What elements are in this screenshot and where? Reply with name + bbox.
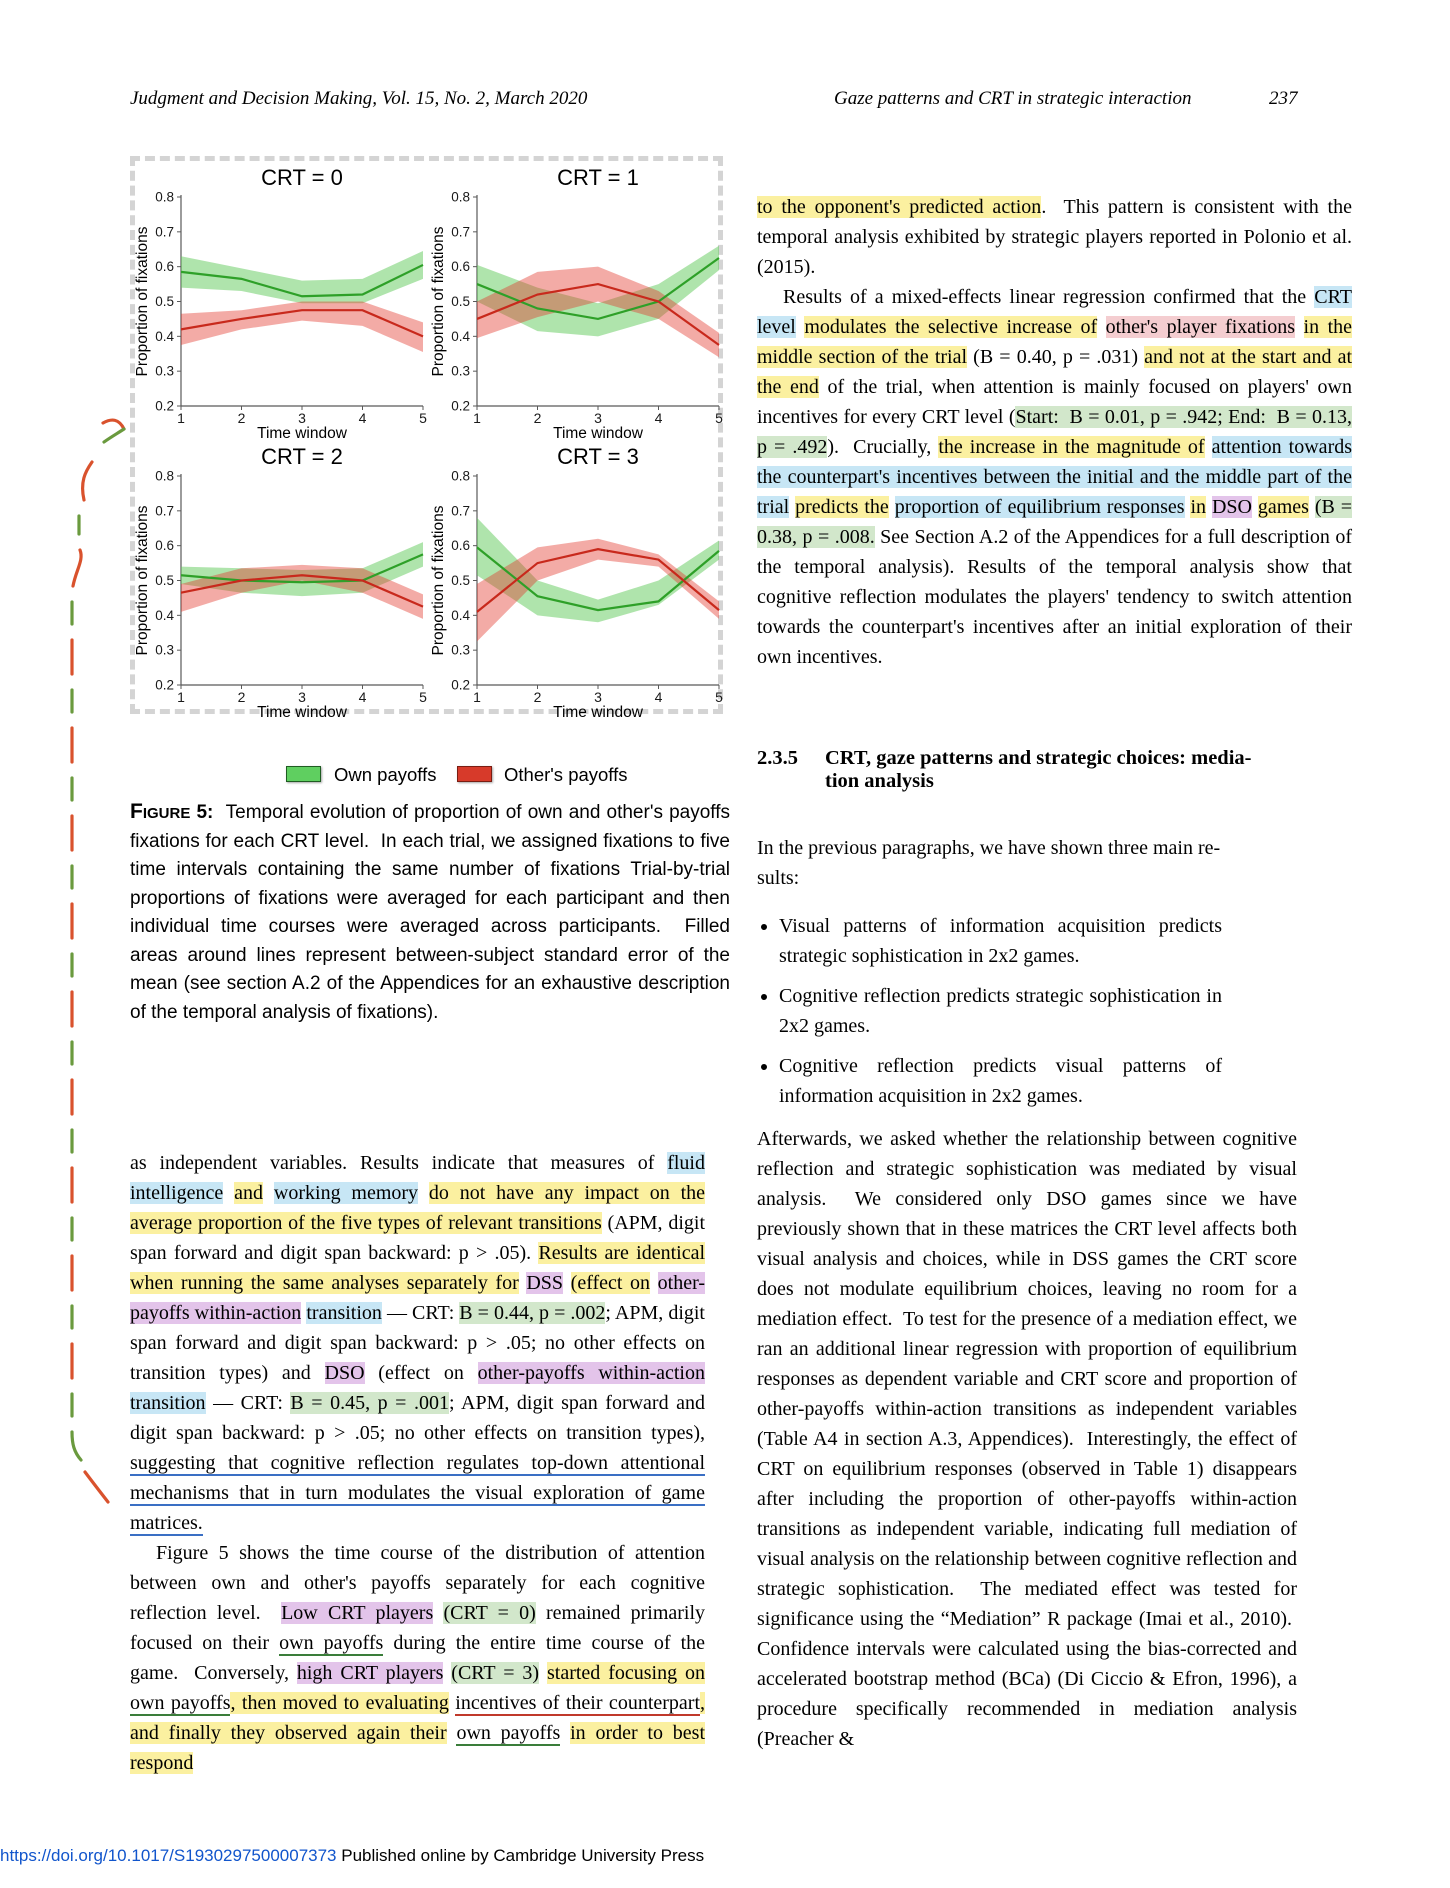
svg-text:0.7: 0.7 [451,503,470,518]
svg-text:Time window: Time window [553,704,644,721]
svg-text:4: 4 [655,689,663,705]
svg-text:0.2: 0.2 [451,399,470,414]
svg-text:5: 5 [419,410,427,426]
svg-text:0.2: 0.2 [451,678,470,693]
svg-text:0.6: 0.6 [451,259,470,274]
svg-text:2: 2 [238,410,246,426]
svg-text:Time window: Time window [257,704,348,721]
svg-text:CRT = 1: CRT = 1 [557,165,639,190]
svg-text:Proportion of fixations: Proportion of fixations [430,505,447,655]
svg-text:3: 3 [594,689,602,705]
svg-text:4: 4 [359,689,367,705]
svg-text:0.8: 0.8 [451,190,470,205]
svg-text:0.3: 0.3 [451,643,470,658]
svg-text:0.4: 0.4 [451,608,470,623]
svg-text:5: 5 [715,689,723,705]
svg-text:0.3: 0.3 [451,364,470,379]
svg-text:CRT = 0: CRT = 0 [261,165,343,190]
svg-text:4: 4 [359,410,367,426]
svg-text:3: 3 [594,410,602,426]
svg-text:CRT = 3: CRT = 3 [557,444,639,469]
svg-text:5: 5 [419,689,427,705]
svg-text:0.5: 0.5 [451,573,470,588]
svg-text:2: 2 [238,689,246,705]
svg-text:Proportion of fixations: Proportion of fixations [430,226,447,376]
svg-text:3: 3 [298,410,306,426]
svg-text:2: 2 [534,689,542,705]
svg-text:0.7: 0.7 [451,224,470,239]
svg-text:1: 1 [473,689,481,705]
svg-text:1: 1 [473,410,481,426]
svg-text:0.6: 0.6 [451,538,470,553]
svg-text:0.4: 0.4 [451,329,470,344]
svg-text:0.5: 0.5 [451,294,470,309]
svg-text:2: 2 [534,410,542,426]
svg-text:0.8: 0.8 [451,469,470,484]
svg-text:CRT = 2: CRT = 2 [261,444,343,469]
svg-text:4: 4 [655,410,663,426]
svg-text:3: 3 [298,689,306,705]
svg-text:5: 5 [715,410,723,426]
